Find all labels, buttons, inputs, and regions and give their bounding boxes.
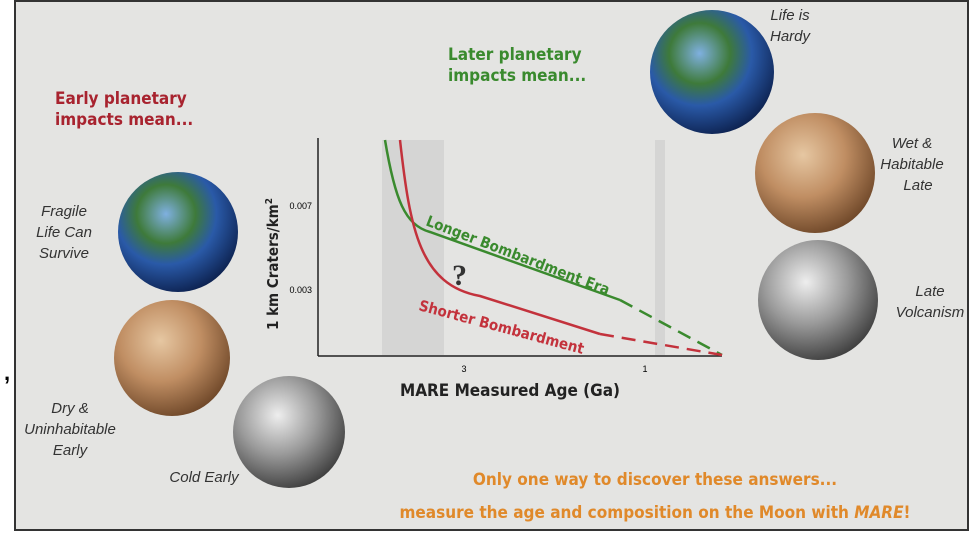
moon	[233, 376, 345, 488]
label: Uninhabitable	[24, 421, 116, 438]
y-tick-label: 0.007	[289, 201, 312, 211]
mars	[755, 113, 875, 233]
x-axis-label: MARE Measured Age (Ga)	[400, 381, 620, 401]
label: Survive	[39, 245, 89, 262]
earth	[650, 10, 774, 134]
label: Life is	[770, 7, 810, 24]
y-axis-label: 1 km Craters/km2	[264, 198, 282, 330]
label: Late	[903, 177, 932, 194]
stray-mark: ,	[4, 360, 10, 385]
left-heading: Early planetary impacts mean...	[55, 89, 193, 130]
y-tick-label: 0.003	[289, 285, 312, 295]
x-tick-label: 1	[642, 364, 647, 374]
y-label-sup: 2	[264, 198, 275, 204]
label: Late	[915, 283, 944, 300]
label: Volcanism	[896, 304, 965, 321]
label: Cold Early	[169, 469, 240, 486]
label: Fragile	[41, 203, 87, 220]
mars	[114, 300, 230, 416]
y-label: 1 km Craters/km	[264, 204, 282, 330]
footer-line: Only one way to discover these answers..…	[473, 470, 837, 490]
footer-line: measure the age and composition on the M…	[399, 503, 910, 523]
footer-text: measure the age and composition on the M…	[399, 503, 854, 523]
label: Wet &	[892, 135, 933, 152]
heading-line: impacts mean...	[55, 110, 193, 130]
heading-line: Later planetary	[448, 45, 582, 65]
label: Early	[53, 442, 89, 459]
infographic: , Early planetary impacts mean... Later …	[0, 0, 969, 531]
earth	[118, 172, 238, 292]
label: Habitable	[880, 156, 943, 173]
x-tick-label: 3	[461, 364, 466, 374]
right-heading: Later planetary impacts mean...	[448, 45, 586, 86]
footer-end: !	[904, 503, 911, 523]
label: Dry &	[51, 400, 89, 417]
label: Life Can	[36, 224, 92, 241]
heading-line: Early planetary	[55, 89, 187, 109]
moon	[758, 240, 878, 360]
question-mark: ?	[452, 259, 467, 292]
heading-line: impacts mean...	[448, 66, 586, 86]
page: , Early planetary impacts mean... Later …	[0, 0, 969, 531]
footer-emph: MARE	[854, 503, 904, 523]
label: Hardy	[770, 28, 812, 45]
